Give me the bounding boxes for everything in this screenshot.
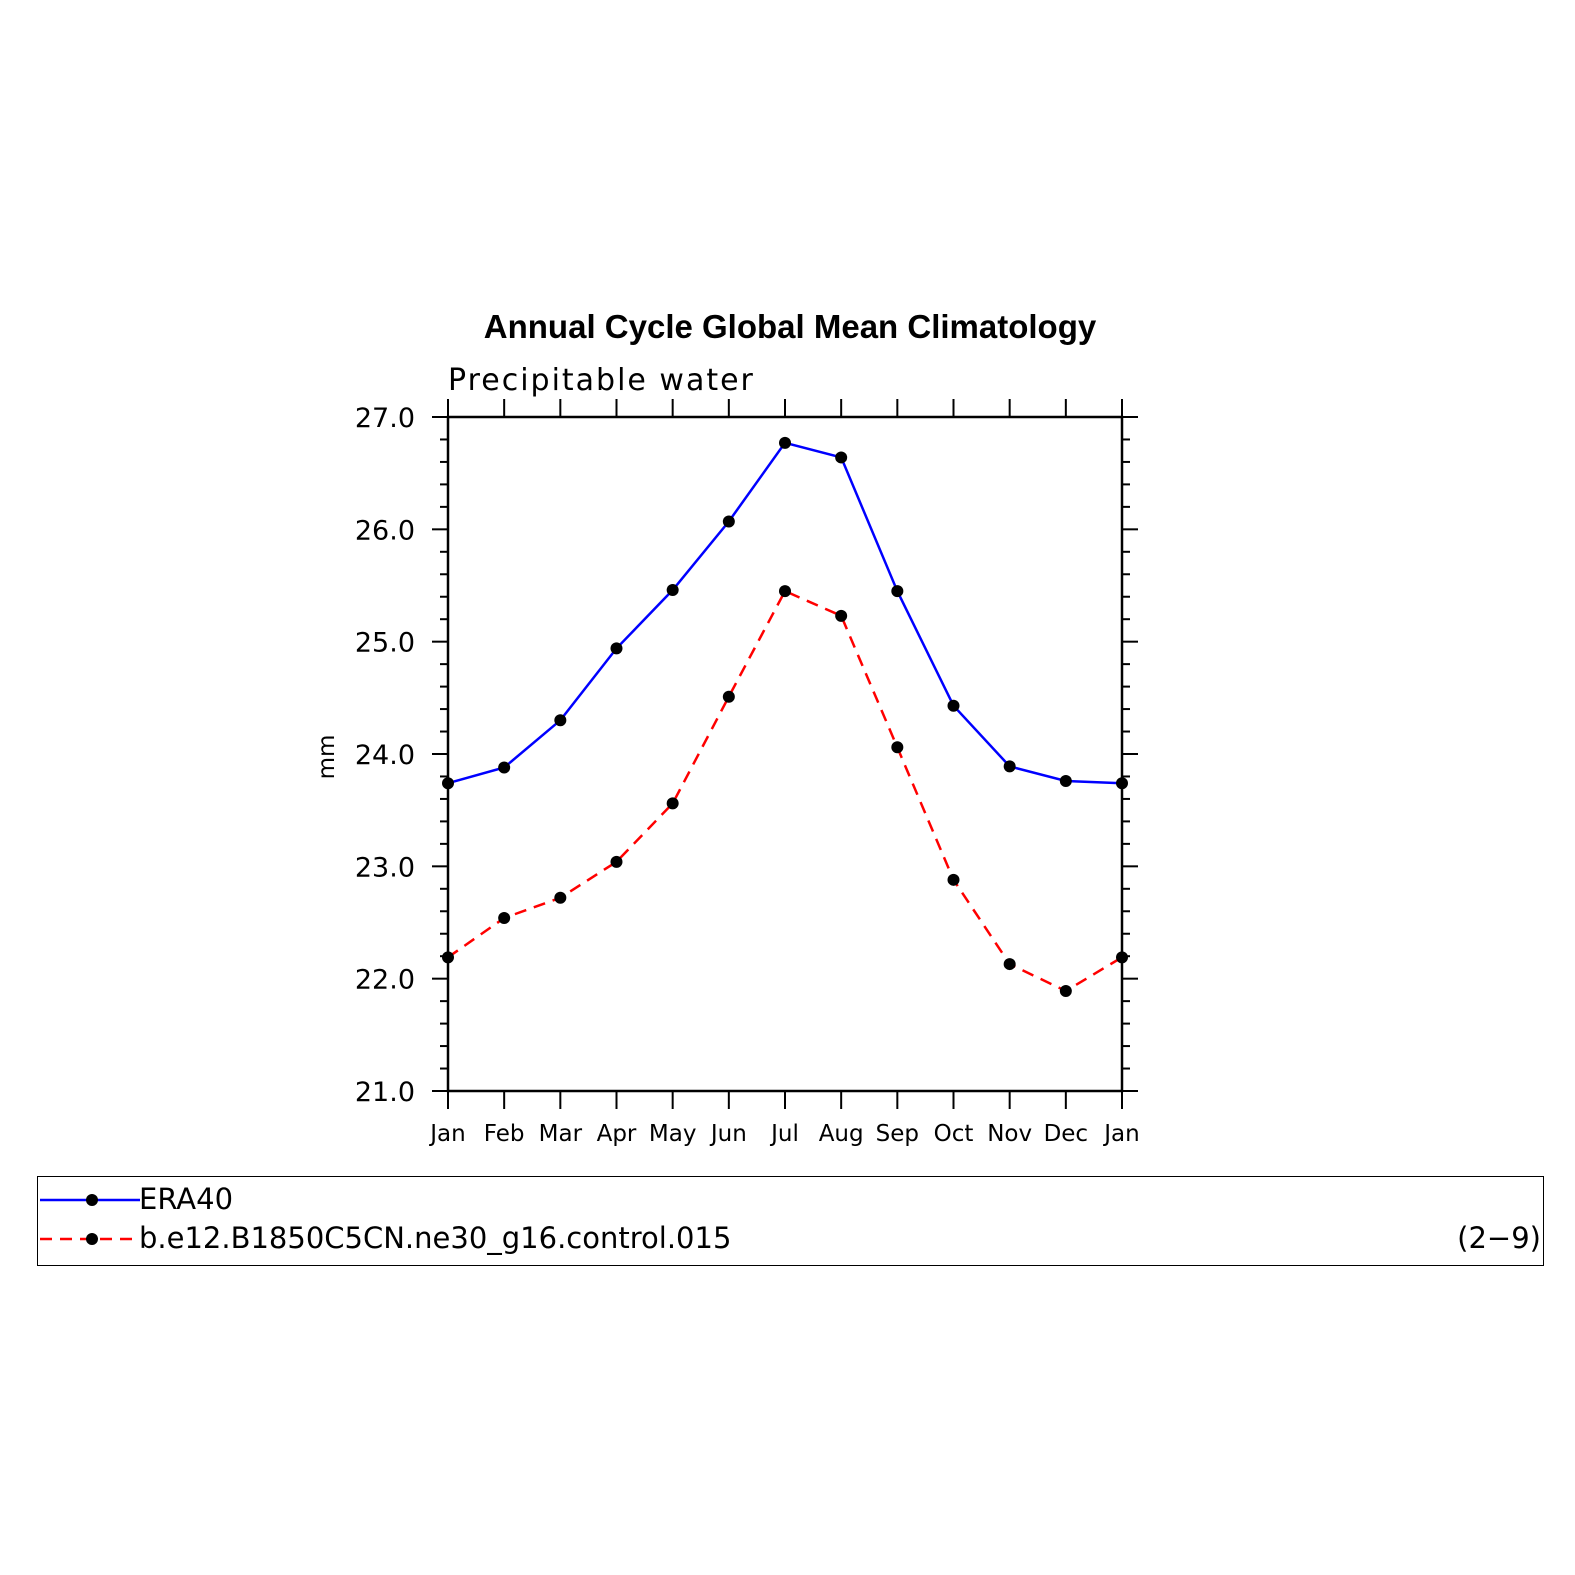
- chart-subtitle: Precipitable water: [448, 363, 755, 398]
- series-1-point: [610, 855, 623, 868]
- series-layer: [442, 436, 1128, 998]
- series-1-point: [779, 585, 791, 598]
- series-0-point: [1059, 774, 1072, 787]
- series-1-point: [722, 690, 735, 703]
- legend-swatch-model: [40, 1233, 140, 1245]
- series-1-point: [442, 951, 454, 964]
- series-1-point: [554, 891, 567, 904]
- series-0-point: [442, 777, 454, 790]
- y-axis-label: mm: [314, 735, 340, 780]
- series-0-point: [610, 642, 623, 655]
- series-1-point: [1059, 985, 1072, 998]
- y-tick-label: 25.0: [355, 628, 415, 659]
- series-line-0: [447, 441, 1123, 785]
- series-0-point: [779, 436, 791, 449]
- chart-title: Annual Cycle Global Mean Climatology: [484, 308, 1097, 345]
- series-0-point: [891, 585, 904, 598]
- x-tick-label: Jan: [1102, 1121, 1139, 1147]
- x-tick-label: Oct: [934, 1121, 974, 1147]
- legend-item-model: b.e12.B1850C5CN.ne30_g16.control.015 (2−…: [38, 1216, 1543, 1256]
- y-tick-label: 21.0: [355, 1077, 415, 1108]
- x-tick-label: Apr: [597, 1121, 637, 1147]
- plot-frame: [446, 415, 1124, 1093]
- series-0-point: [554, 714, 567, 727]
- series-0-point: [835, 451, 848, 464]
- x-tick-label: Jun: [709, 1121, 747, 1147]
- x-tick-label: May: [649, 1121, 697, 1147]
- x-tick-label: Feb: [484, 1121, 525, 1147]
- x-tick-label: Mar: [539, 1121, 583, 1147]
- y-tick-label: 24.0: [355, 740, 415, 771]
- series-1-point: [666, 797, 679, 810]
- x-tick-label: Jul: [769, 1121, 799, 1147]
- legend-label-era40: ERA40: [139, 1182, 234, 1216]
- series-0-point: [1003, 760, 1016, 773]
- series-1-point: [1116, 951, 1128, 964]
- series-0-point: [722, 515, 735, 528]
- legend-swatch-era40: [40, 1194, 140, 1206]
- series-0-point: [947, 699, 960, 712]
- series-1-point: [498, 912, 511, 925]
- y-tick-label: 27.0: [355, 403, 415, 434]
- legend-label-model: b.e12.B1850C5CN.ne30_g16.control.015: [139, 1221, 732, 1255]
- series-1-point: [835, 609, 848, 622]
- legend: ERA40 b.e12.B1850C5CN.ne30_g16.control.0…: [37, 1176, 1544, 1266]
- series-1-point: [947, 873, 960, 886]
- legend-item-era40: ERA40: [38, 1177, 1543, 1217]
- x-tick-label: Jan: [428, 1121, 465, 1147]
- legend-tag: (2−9): [1457, 1221, 1541, 1255]
- axes: 21.0 22.0 23.0 24.0 25.0 26.0 27.0 Jan Feb Mar Apr…: [355, 399, 1140, 1147]
- series-0-point: [666, 583, 679, 596]
- y-tick-label: 23.0: [355, 852, 415, 883]
- series-0-point: [498, 761, 511, 774]
- series-line-1: [447, 589, 1123, 993]
- series-0-point: [1116, 777, 1128, 790]
- x-tick-label: Sep: [876, 1121, 919, 1147]
- y-tick-label: 26.0: [355, 515, 415, 546]
- x-tick-label: Aug: [819, 1121, 864, 1147]
- y-tick-label: 22.0: [355, 965, 415, 996]
- series-1-point: [1003, 958, 1016, 971]
- series-1-point: [891, 741, 904, 754]
- x-tick-label: Dec: [1044, 1121, 1089, 1147]
- x-tick-label: Nov: [987, 1121, 1032, 1147]
